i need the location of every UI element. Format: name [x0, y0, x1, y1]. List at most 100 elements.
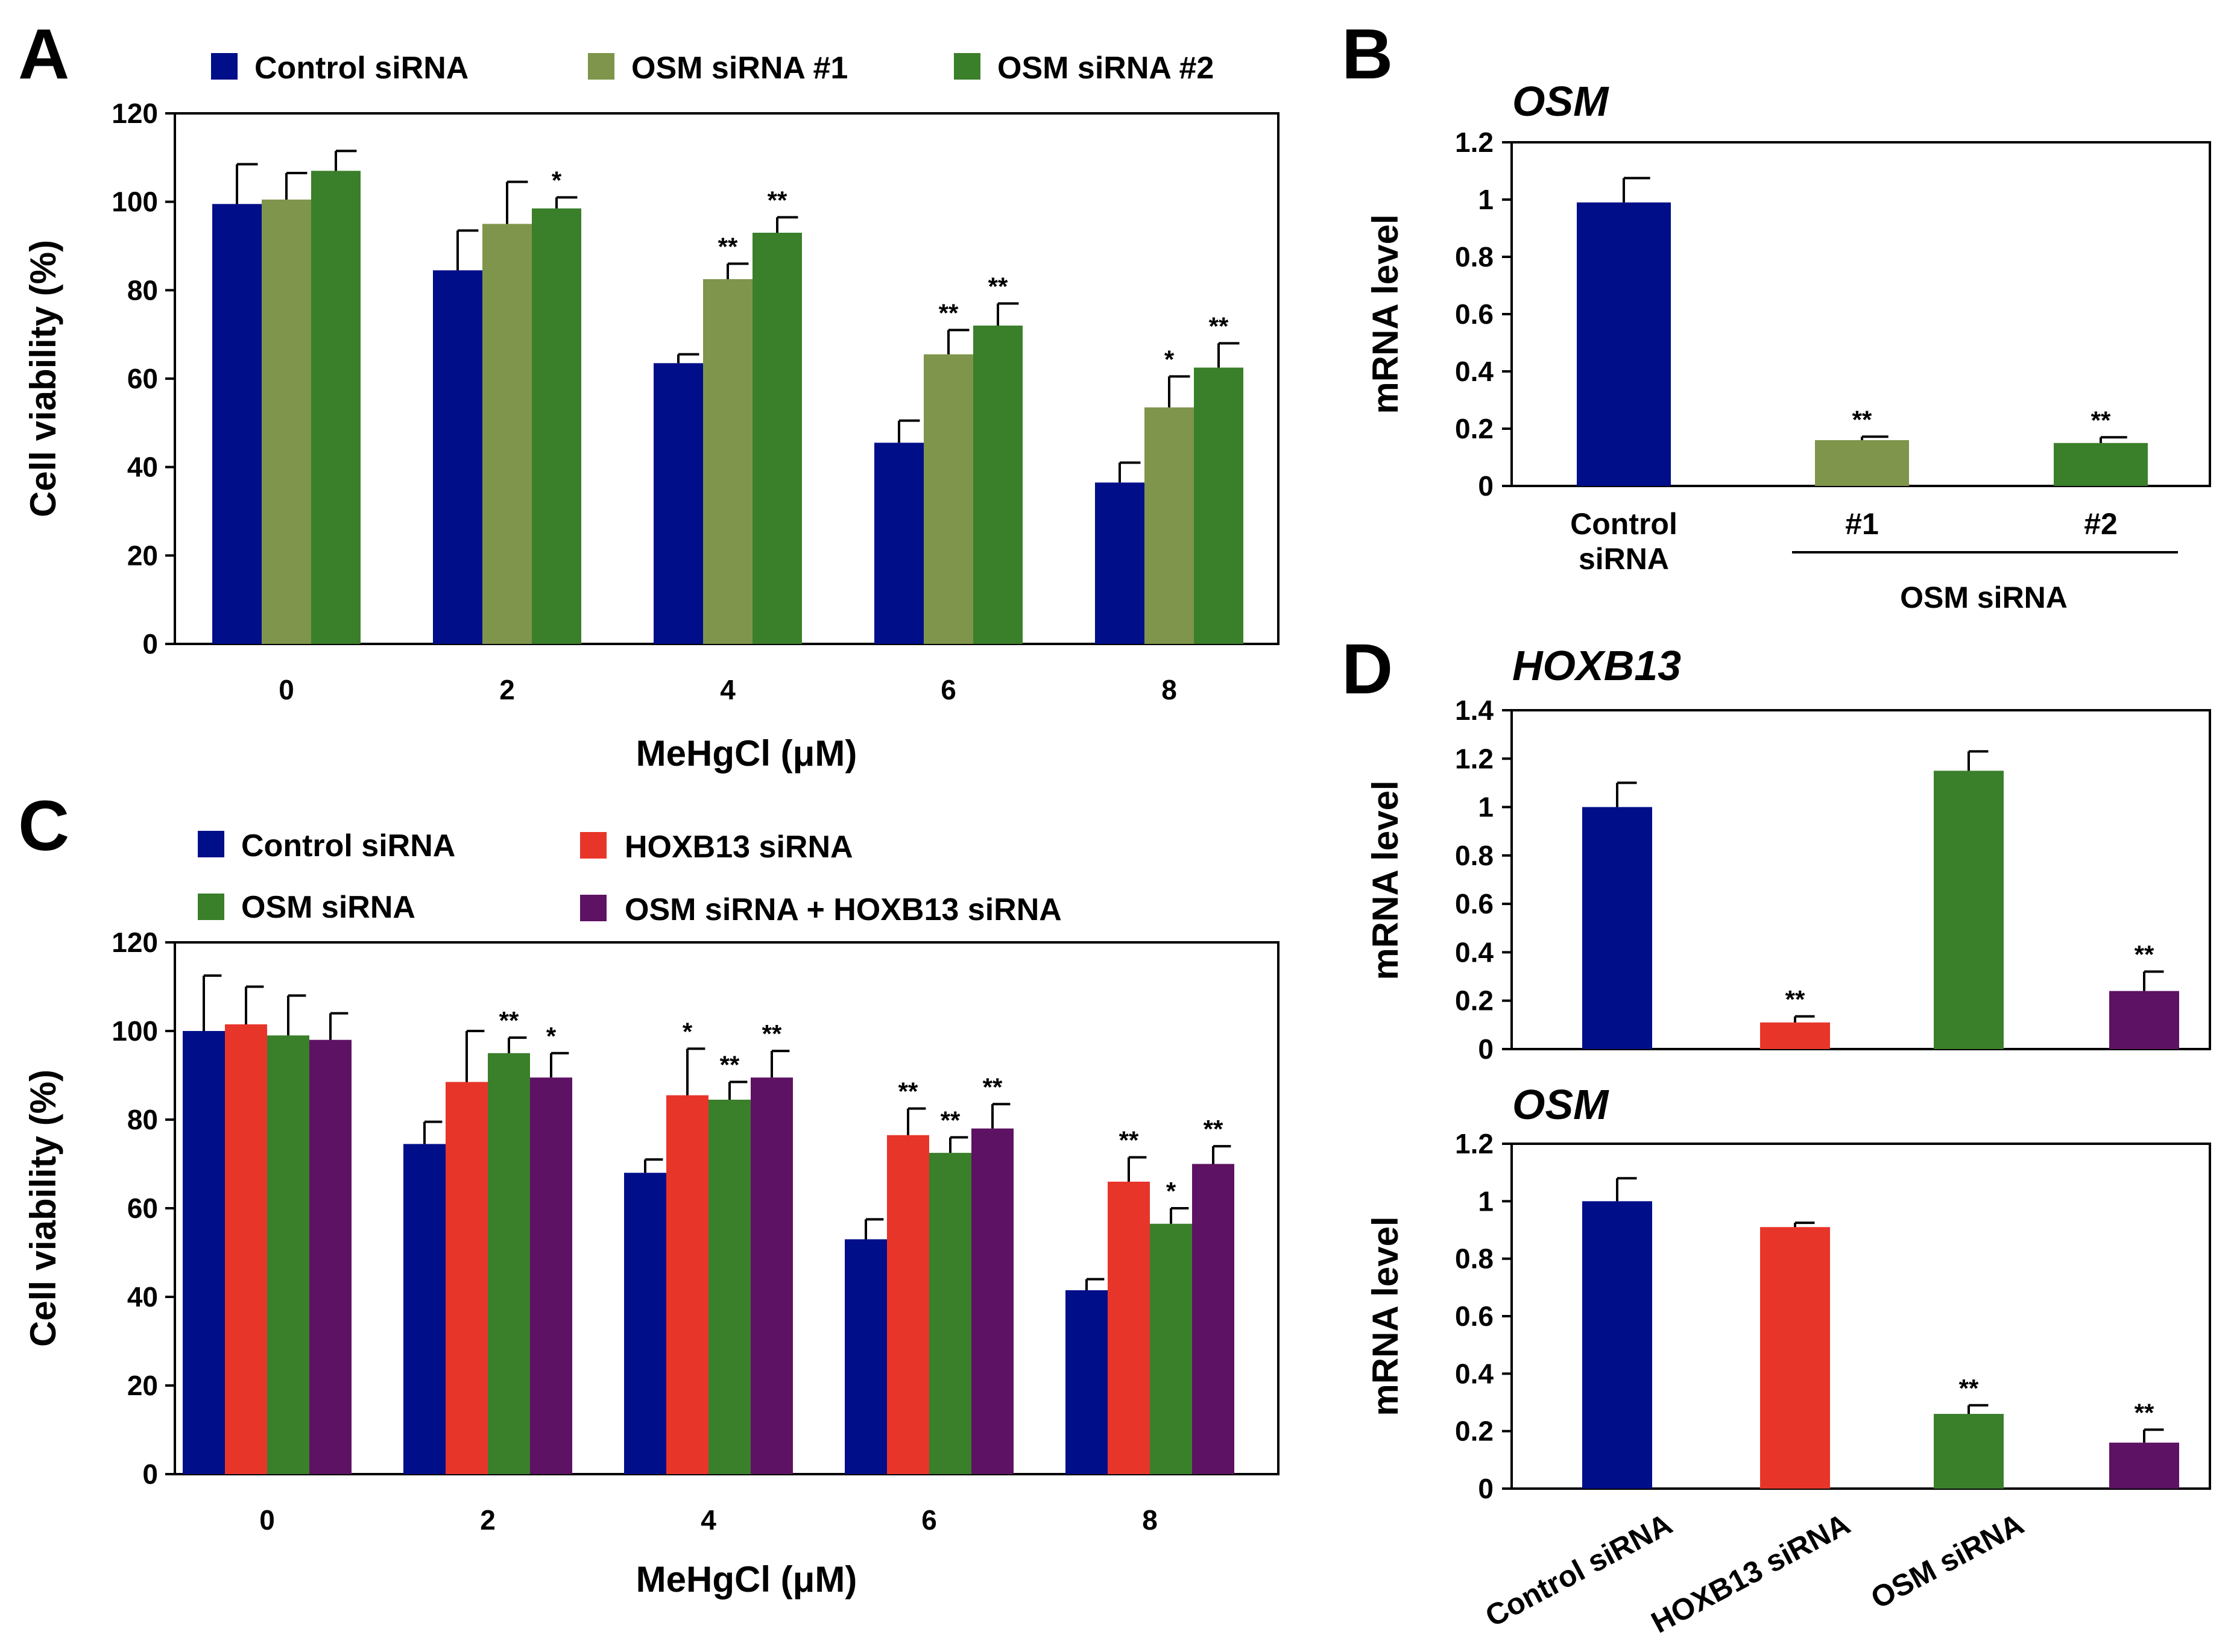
chart-c-y-tick-label: 0 — [142, 1458, 158, 1490]
chart-a-bar-osm-sirna-1-6-significance: ** — [939, 298, 959, 327]
chart-c-bar-osm-sirna-hoxb13-sirna-6 — [971, 1128, 1014, 1474]
chart-a-bar-osm-sirna-2-0 — [311, 171, 361, 644]
legend-swatch-control-sirna — [198, 831, 224, 857]
panel-letter-a: A — [18, 14, 69, 94]
chart-a-y-tick-label: 100 — [112, 186, 158, 218]
chart-c-bar-hoxb13-sirna-6-significance: ** — [898, 1077, 918, 1106]
chart-c-y-axis-label: Cell viability (%) — [23, 1070, 63, 1347]
chart-d-bottom-bar-osm-sirna-hoxb13-sirna — [2109, 1442, 2179, 1489]
chart-a-bar-osm-sirna-1-2 — [482, 224, 532, 644]
chart-c-bar-osm-sirna-hoxb13-sirna-4 — [751, 1077, 793, 1474]
chart-a-y-axis-label: Cell viability (%) — [23, 240, 63, 517]
chart-a-bar-osm-sirna-1-4-significance: ** — [718, 232, 738, 260]
chart-c-y-tick-label: 40 — [127, 1281, 158, 1313]
chart-a-x-tick-label: 0 — [279, 674, 294, 705]
chart-d-bottom-y-tick-label: 1.2 — [1455, 1128, 1494, 1159]
chart-d-top-y-tick-label: 0.4 — [1455, 936, 1494, 968]
chart-c-x-tick-label: 6 — [921, 1504, 937, 1536]
chart-c-bar-control-sirna-6 — [845, 1239, 887, 1474]
chart-d-top-bar-osm-sirna-hoxb13-sirna-significance: ** — [2135, 941, 2154, 969]
legend-label-control-sirna: Control siRNA — [254, 51, 469, 86]
chart-b-y-tick-label: 1.2 — [1455, 127, 1494, 158]
chart-b-y-tick-label: 0.6 — [1455, 298, 1494, 330]
chart-c-cell-viability-hoxb13: Control siRNA HOXB13 siRNA OSM siRNA OSM… — [23, 828, 1280, 1600]
chart-c-bar-hoxb13-sirna-0 — [225, 1024, 267, 1474]
chart-c-bar-control-sirna-8 — [1065, 1290, 1108, 1474]
legend-label-hoxb13-sirna: HOXB13 siRNA — [625, 830, 853, 865]
chart-c-bar-osm-sirna-hoxb13-sirna-0 — [309, 1039, 352, 1474]
chart-b-y-tick-label: 0.2 — [1455, 413, 1494, 444]
chart-b-y-tick-label: 0.8 — [1455, 241, 1494, 273]
chart-d-bottom-y-tick-label: 0 — [1478, 1473, 1494, 1504]
chart-d-top-y-tick-label: 0.2 — [1455, 985, 1494, 1017]
chart-c-bar-osm-sirna-0 — [267, 1035, 309, 1474]
legend-swatch-control-sirna — [211, 53, 238, 80]
chart-d-bottom-y-tick-label: 1 — [1478, 1185, 1494, 1217]
chart-d-mrna-levels: HOXB13 mRNA level OSM mRNA level 0 0.2 0.4… — [1365, 642, 2211, 1640]
chart-b-osm-mrna: OSM mRNA level OSM siRNA 0 0.2 0.4 0.6 0.8 1 1… — [1365, 78, 2211, 614]
chart-a-bar-osm-sirna-1-6 — [924, 354, 973, 644]
chart-c-bar-osm-sirna-hoxb13-sirna-2-significance: * — [546, 1022, 557, 1050]
panel-letter-b: B — [1342, 14, 1393, 94]
chart-d-top-y-tick-label: 0.8 — [1455, 840, 1494, 871]
chart-d-top-title: HOXB13 — [1512, 642, 1681, 689]
chart-b-x-tick-label: #2 — [2084, 507, 2118, 541]
chart-d-bottom-y-tick-label: 0.8 — [1455, 1243, 1494, 1275]
legend-swatch-hoxb13-sirna — [580, 832, 607, 859]
chart-a-y-tick-label: 40 — [127, 452, 158, 483]
chart-a-y-tick-label: 80 — [127, 274, 158, 306]
chart-b-bar-2 — [2054, 443, 2148, 486]
chart-b-bar-1-significance: ** — [1852, 405, 1872, 433]
chart-a-bar-osm-sirna-2-4 — [753, 233, 802, 644]
chart-a-y-tick-label: 60 — [127, 363, 158, 394]
chart-a-y-tick-label: 120 — [112, 98, 158, 129]
chart-d-top-bar-control-sirna — [1582, 807, 1652, 1049]
chart-a-bar-osm-sirna-2-8-significance: ** — [1209, 312, 1229, 340]
chart-d-top-bar-osm-sirna-hoxb13-sirna — [2109, 991, 2179, 1049]
chart-d-bottom-y-axis-label: mRNA level — [1365, 1216, 1406, 1416]
chart-c-bar-osm-sirna-8-significance: * — [1166, 1177, 1176, 1205]
chart-d-top-y-tick-label: 0 — [1478, 1033, 1494, 1065]
chart-c-bar-osm-sirna-hoxb13-sirna-2 — [530, 1077, 572, 1474]
chart-d-bottom-x-tick-label: OSM siRNA — [1866, 1507, 2030, 1615]
chart-c-x-axis-label: MeHgCl (μM) — [636, 1559, 857, 1600]
chart-c-bar-control-sirna-4 — [624, 1173, 666, 1474]
chart-a-bar-control-sirna-6 — [874, 443, 924, 644]
legend-label-osm-sirna-2: OSM siRNA #2 — [997, 51, 1214, 86]
chart-a-y-tick-label: 20 — [127, 540, 158, 571]
chart-a-bar-osm-sirna-1-8-significance: * — [1164, 345, 1175, 373]
chart-c-y-tick-label: 60 — [127, 1193, 158, 1224]
chart-d-top-bar-hoxb13-sirna-significance: ** — [1785, 985, 1805, 1014]
chart-b-bar-1 — [1815, 440, 1909, 486]
chart-b-x-tick-label: siRNA — [1579, 542, 1669, 576]
legend-swatch-osm-sirna-2 — [954, 53, 980, 80]
chart-c-bar-osm-sirna-4 — [708, 1099, 751, 1474]
chart-c-y-tick-label: 120 — [112, 927, 158, 958]
chart-c-bar-osm-sirna-hoxb13-sirna-8-significance: ** — [1204, 1115, 1223, 1143]
chart-a-cell-viability-osm: Control siRNA OSM siRNA #1 OSM siRNA #2 … — [23, 51, 1280, 774]
chart-c-bar-hoxb13-sirna-8 — [1108, 1181, 1150, 1474]
chart-c-legend: Control siRNA HOXB13 siRNA OSM siRNA OSM… — [198, 828, 1062, 927]
chart-d-top-bar-hoxb13-sirna — [1760, 1022, 1830, 1049]
chart-b-x-tick-label: #1 — [1845, 507, 1879, 541]
chart-d-bottom-bar-osm-sirna — [1934, 1414, 2004, 1489]
legend-label-control-sirna: Control siRNA — [241, 828, 455, 863]
chart-a-bar-osm-sirna-2-2-significance: * — [552, 166, 562, 194]
chart-c-y-tick-label: 20 — [127, 1370, 158, 1401]
panel-letter-d: D — [1342, 629, 1393, 709]
legend-label-osm-plus-hoxb13-sirna: OSM siRNA + HOXB13 siRNA — [625, 892, 1062, 927]
chart-d-top-y-tick-label: 0.6 — [1455, 888, 1494, 919]
chart-b-y-tick-label: 0.4 — [1455, 356, 1494, 387]
chart-b-y-tick-label: 1 — [1478, 184, 1494, 215]
chart-d-top-y-tick-label: 1.2 — [1455, 743, 1494, 774]
chart-d-bottom-y-tick-label: 0.6 — [1455, 1300, 1494, 1332]
chart-b-bar-control-sirna — [1577, 202, 1671, 486]
chart-c-x-tick-label: 4 — [701, 1504, 716, 1536]
chart-c-bar-osm-sirna-6-significance: ** — [941, 1106, 961, 1134]
chart-d-bottom-bar-control-sirna — [1582, 1201, 1652, 1489]
chart-d-bottom-y-tick-label: 0.2 — [1455, 1416, 1494, 1447]
chart-b-bar-2-significance: ** — [2091, 406, 2111, 434]
chart-b-y-axis-label: mRNA level — [1365, 214, 1406, 414]
chart-a-x-axis-label: MeHgCl (μM) — [636, 733, 857, 774]
chart-c-x-tick-label: 2 — [480, 1504, 496, 1536]
